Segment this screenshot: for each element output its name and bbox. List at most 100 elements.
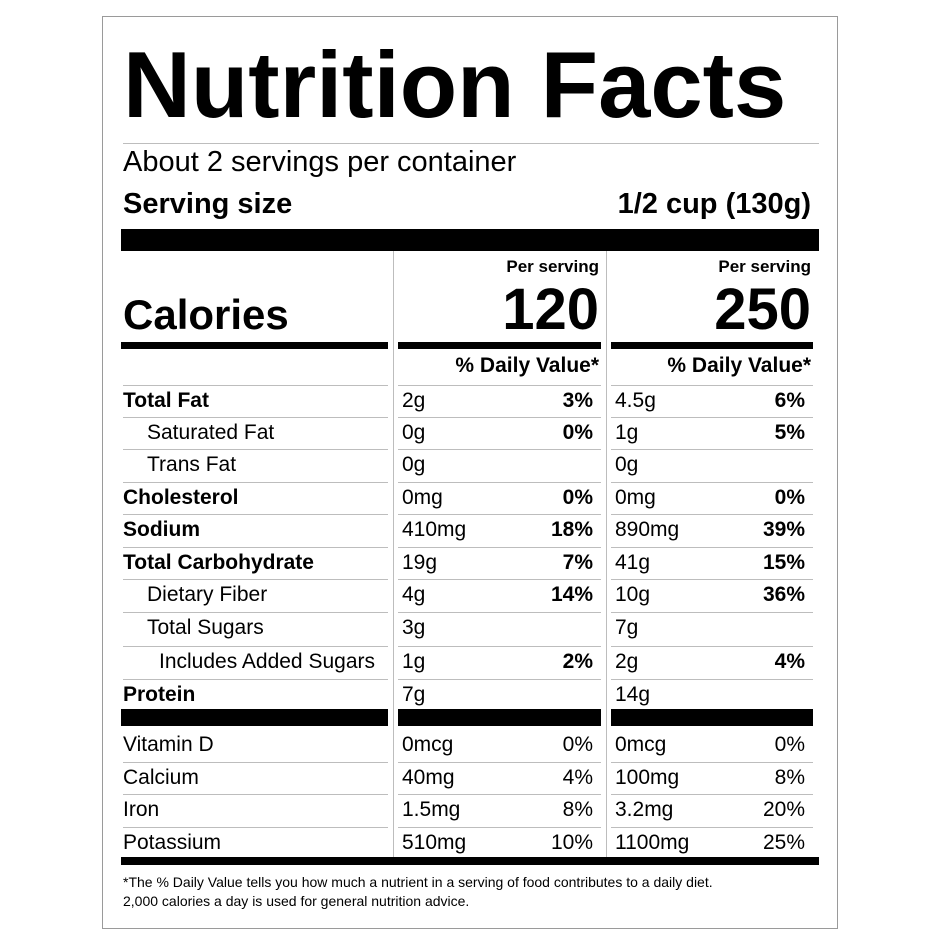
calories-label: Calories	[123, 291, 289, 338]
col1-calories-value: 120	[502, 277, 599, 342]
row-divider	[611, 794, 813, 795]
row-divider	[123, 646, 388, 647]
col1-percent: 7%	[562, 551, 593, 574]
col1-amount: 40mg	[402, 766, 455, 789]
row-divider	[123, 514, 388, 515]
row-divider	[398, 646, 601, 647]
column-divider-2	[606, 251, 607, 857]
col2-daily-value-header: % Daily Value*	[667, 354, 811, 377]
thick-divider-bottom	[121, 857, 819, 865]
col2-amount: 0g	[615, 453, 639, 476]
nutrient-name: Potassium	[123, 831, 222, 854]
row-divider	[611, 679, 813, 680]
vitamin-bar-left	[121, 709, 388, 726]
row-divider	[611, 385, 813, 386]
column-divider-1	[393, 251, 394, 857]
calories-bar-col1	[398, 342, 601, 349]
col2-amount: 14g	[615, 683, 651, 706]
col1-percent: 0%	[562, 733, 593, 756]
serving-size-value: 1/2 cup (130g)	[617, 188, 811, 220]
nutrition-facts-label: Nutrition Facts About 2 servings per con…	[102, 16, 838, 929]
col2-calories-value: 250	[714, 277, 811, 342]
row-divider	[611, 762, 813, 763]
col1-amount: 3g	[402, 616, 426, 639]
col1-percent: 10%	[550, 831, 593, 854]
calories-bar-col2	[611, 342, 813, 349]
nutrient-name: Includes Added Sugars	[159, 650, 375, 673]
row-divider	[611, 579, 813, 580]
nutrient-name: Dietary Fiber	[147, 583, 268, 606]
row-divider	[398, 482, 601, 483]
serving-size-label: Serving size	[123, 188, 293, 220]
col2-amount: 2g	[615, 650, 639, 673]
row-divider	[398, 827, 601, 828]
footnote-line-1: *The % Daily Value tells you how much a …	[123, 874, 713, 890]
row-divider	[123, 547, 388, 548]
col1-amount: 510mg	[402, 831, 467, 854]
col1-amount: 0mg	[402, 486, 443, 509]
row-divider	[398, 417, 601, 418]
col1-amount: 7g	[402, 683, 426, 706]
col1-amount: 0mcg	[402, 733, 454, 756]
nutrient-name: Trans Fat	[147, 453, 237, 476]
row-divider	[611, 482, 813, 483]
col2-per-serving: Per serving	[718, 257, 811, 276]
row-divider	[123, 679, 388, 680]
row-divider	[611, 827, 813, 828]
row-divider	[398, 679, 601, 680]
vitamin-bar-col2	[611, 709, 813, 726]
row-divider	[123, 827, 388, 828]
col1-amount: 2g	[402, 389, 426, 412]
col1-amount: 1.5mg	[402, 798, 461, 821]
col2-amount: 41g	[615, 551, 651, 574]
nutrient-name: Sodium	[123, 518, 200, 541]
row-divider	[398, 449, 601, 450]
col2-percent: 0%	[774, 486, 805, 509]
row-divider	[123, 385, 388, 386]
nutrient-name: Vitamin D	[123, 733, 214, 756]
col1-percent: 0%	[562, 421, 593, 444]
row-divider	[611, 417, 813, 418]
row-divider	[123, 612, 388, 613]
col1-amount: 4g	[402, 583, 426, 606]
col1-daily-value-header: % Daily Value*	[455, 354, 599, 377]
row-divider	[611, 514, 813, 515]
col1-percent: 0%	[562, 486, 593, 509]
col1-amount: 0g	[402, 453, 426, 476]
nutrient-name: Protein	[123, 683, 196, 706]
col2-amount: 1100mg	[615, 831, 690, 854]
row-divider	[611, 547, 813, 548]
col2-amount: 0mg	[615, 486, 656, 509]
nutrient-name: Total Sugars	[147, 616, 264, 639]
thick-divider-top	[121, 229, 819, 251]
nutrient-name: Iron	[123, 798, 160, 821]
row-divider	[611, 646, 813, 647]
col2-amount: 4.5g	[615, 389, 656, 412]
col2-percent: 20%	[762, 798, 805, 821]
col1-percent: 2%	[562, 650, 593, 673]
row-divider	[398, 762, 601, 763]
title-divider	[123, 143, 819, 144]
nutrient-name: Calcium	[123, 766, 199, 789]
col1-amount: 0g	[402, 421, 426, 444]
col2-percent: 0%	[774, 733, 805, 756]
col2-percent: 6%	[774, 389, 805, 412]
row-divider	[611, 612, 813, 613]
col2-percent: 4%	[774, 650, 805, 673]
label-title: Nutrition Facts	[123, 32, 787, 137]
row-divider	[123, 417, 388, 418]
col1-percent: 14%	[550, 583, 593, 606]
row-divider	[398, 514, 601, 515]
vitamin-bar-col1	[398, 709, 601, 726]
nutrient-name: Total Carbohydrate	[123, 551, 314, 574]
col2-amount: 0mcg	[615, 733, 667, 756]
col2-amount: 100mg	[615, 766, 680, 789]
row-divider	[398, 612, 601, 613]
col1-percent: 8%	[562, 798, 593, 821]
col1-amount: 410mg	[402, 518, 467, 541]
col1-percent: 3%	[562, 389, 593, 412]
col2-percent: 39%	[762, 518, 805, 541]
col2-percent: 25%	[762, 831, 805, 854]
servings-per-container: About 2 servings per container	[123, 146, 517, 178]
row-divider	[398, 385, 601, 386]
